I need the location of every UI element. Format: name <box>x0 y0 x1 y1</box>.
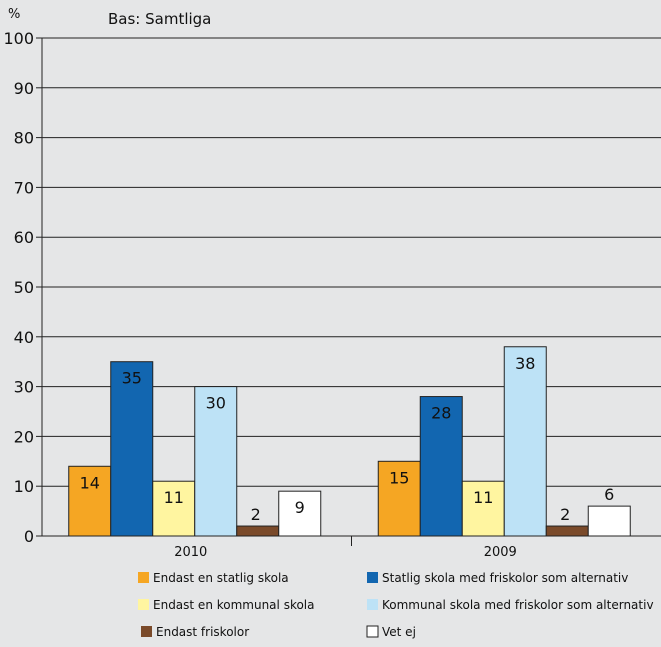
bar-value-label: 28 <box>431 404 451 423</box>
bar <box>503 346 547 537</box>
bar <box>419 396 463 537</box>
bar-series: 14 35 11 30 2 9 15 28 11 38 2 6 <box>68 346 631 537</box>
bar <box>545 525 589 537</box>
y-tick-label: 60 <box>14 228 34 247</box>
bar-value-label: 14 <box>80 473 100 492</box>
legend-label: Endast friskolor <box>156 625 249 639</box>
legend: Endast en statlig skola Statlig skola med… <box>138 571 654 639</box>
bar <box>152 480 196 537</box>
y-tick-label: 70 <box>14 178 34 197</box>
bar-value-label: 6 <box>604 485 614 504</box>
chart-subtitle: Bas: Samtliga <box>108 10 211 28</box>
y-tick-label: 50 <box>14 278 34 297</box>
bar-value-label: 2 <box>251 505 261 524</box>
bar-value-label: 35 <box>122 369 142 388</box>
bar-value-label: 11 <box>473 488 493 507</box>
y-tick-label: 90 <box>14 79 34 98</box>
bar <box>68 465 112 537</box>
y-axis-unit-label: % <box>8 7 20 22</box>
bar <box>194 386 238 537</box>
legend-swatch <box>138 599 149 610</box>
y-tick-label: 10 <box>14 477 34 496</box>
legend-swatch <box>367 599 378 610</box>
legend-swatch <box>367 572 378 583</box>
y-axis-ticks: 0 10 20 30 40 50 60 70 80 90 100 <box>3 29 43 546</box>
legend-label: Endast en kommunal skola <box>153 598 315 612</box>
legend-label: Kommunal skola med friskolor som alterna… <box>382 598 654 612</box>
bar-value-label: 11 <box>164 488 184 507</box>
y-tick-label: 30 <box>14 378 34 397</box>
x-axis: 2010 2009 <box>42 535 661 560</box>
x-tick-label: 2009 <box>484 545 517 560</box>
bar-value-label: 15 <box>389 468 409 487</box>
legend-swatch <box>138 572 149 583</box>
bar-value-label: 38 <box>515 354 535 373</box>
bar <box>587 505 631 537</box>
bar-value-label: 2 <box>560 505 570 524</box>
bar <box>236 525 280 537</box>
legend-label: Vet ej <box>382 625 416 639</box>
y-tick-label: 100 <box>3 29 34 48</box>
y-tick-label: 80 <box>14 129 34 148</box>
y-tick-label: 40 <box>14 328 34 347</box>
y-tick-label: 20 <box>14 427 34 446</box>
bar-value-label: 9 <box>295 498 305 517</box>
bar <box>278 490 322 537</box>
bar <box>110 361 154 537</box>
legend-swatch <box>141 626 152 637</box>
y-tick-label: 0 <box>24 527 34 546</box>
legend-label: Statlig skola med friskolor som alternat… <box>382 571 628 585</box>
x-tick-label: 2010 <box>174 545 207 560</box>
legend-label: Endast en statlig skola <box>153 571 289 585</box>
bar-value-label: 30 <box>206 394 226 413</box>
legend-swatch <box>366 625 379 638</box>
bar <box>461 480 505 537</box>
